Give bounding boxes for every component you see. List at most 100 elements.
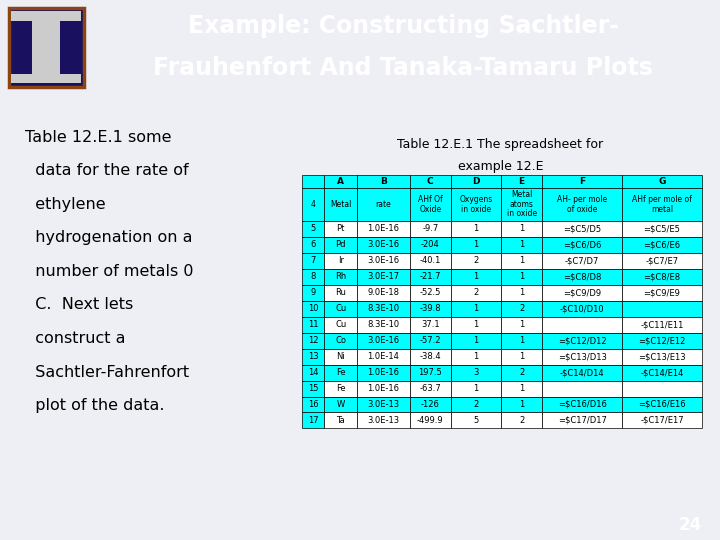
Bar xyxy=(451,237,501,253)
Bar xyxy=(410,221,451,237)
Text: Cu: Cu xyxy=(335,304,346,313)
Bar xyxy=(357,317,410,333)
Text: 16: 16 xyxy=(308,400,318,409)
Text: C: C xyxy=(427,177,433,186)
Text: 24: 24 xyxy=(679,516,702,534)
Text: Example: Constructing Sachtler-: Example: Constructing Sachtler- xyxy=(188,15,618,38)
Text: 17: 17 xyxy=(308,416,318,425)
Text: 3.0E-13: 3.0E-13 xyxy=(367,400,400,409)
Text: construct a: construct a xyxy=(25,331,126,346)
Bar xyxy=(501,253,542,269)
Text: 1: 1 xyxy=(519,256,524,265)
Text: =$C13/E13: =$C13/E13 xyxy=(638,352,686,361)
Bar xyxy=(357,253,410,269)
Text: 197.5: 197.5 xyxy=(418,368,442,377)
Text: AHf per mole of
metal: AHf per mole of metal xyxy=(632,195,692,214)
Bar xyxy=(622,269,702,285)
Bar xyxy=(501,349,542,365)
Bar xyxy=(410,174,451,187)
Text: =$C9/E9: =$C9/E9 xyxy=(644,288,680,298)
Bar xyxy=(451,364,501,381)
Bar xyxy=(410,396,451,413)
Text: Sachtler-Fahrenfort: Sachtler-Fahrenfort xyxy=(25,364,189,380)
Bar xyxy=(622,174,702,187)
Text: 2: 2 xyxy=(519,416,524,425)
Bar xyxy=(451,349,501,365)
Text: -63.7: -63.7 xyxy=(419,384,441,393)
Bar xyxy=(324,253,357,269)
Text: -$C14/E14: -$C14/E14 xyxy=(640,368,684,377)
Bar xyxy=(542,285,622,301)
Text: Ir: Ir xyxy=(338,256,343,265)
Bar xyxy=(410,317,451,333)
Bar xyxy=(357,269,410,285)
Bar xyxy=(451,221,501,237)
Bar xyxy=(324,381,357,396)
Bar xyxy=(324,333,357,349)
Text: -21.7: -21.7 xyxy=(420,272,441,281)
Bar xyxy=(542,381,622,396)
Bar xyxy=(357,221,410,237)
Bar xyxy=(542,253,622,269)
Bar xyxy=(302,381,324,396)
Text: 1: 1 xyxy=(519,400,524,409)
Text: 1: 1 xyxy=(473,225,479,233)
Bar xyxy=(542,364,622,381)
Bar xyxy=(324,317,357,333)
Bar xyxy=(501,364,542,381)
Bar xyxy=(542,174,622,187)
Bar xyxy=(302,174,324,187)
Text: Ru: Ru xyxy=(336,288,346,298)
Bar xyxy=(357,413,410,428)
Text: 8: 8 xyxy=(310,272,316,281)
Bar xyxy=(542,349,622,365)
Bar xyxy=(410,237,451,253)
Text: -38.4: -38.4 xyxy=(420,352,441,361)
Bar xyxy=(542,269,622,285)
Bar xyxy=(302,253,324,269)
Text: -39.8: -39.8 xyxy=(420,304,441,313)
Text: ethylene: ethylene xyxy=(25,197,106,212)
Text: -499.9: -499.9 xyxy=(417,416,444,425)
FancyBboxPatch shape xyxy=(11,73,81,83)
Text: 13: 13 xyxy=(308,352,318,361)
Text: 5: 5 xyxy=(473,416,479,425)
Bar xyxy=(501,396,542,413)
Text: W: W xyxy=(336,400,345,409)
Bar xyxy=(501,187,542,221)
Bar xyxy=(302,221,324,237)
Text: 2: 2 xyxy=(519,304,524,313)
Bar xyxy=(451,396,501,413)
Bar xyxy=(302,333,324,349)
Text: 1: 1 xyxy=(473,352,479,361)
Bar xyxy=(501,174,542,187)
Text: =$C9/D9: =$C9/D9 xyxy=(563,288,601,298)
Text: 1: 1 xyxy=(519,320,524,329)
Text: -$C11/E11: -$C11/E11 xyxy=(640,320,684,329)
Bar xyxy=(622,396,702,413)
Text: A: A xyxy=(337,177,344,186)
Text: Metal: Metal xyxy=(330,200,351,209)
Bar xyxy=(357,187,410,221)
Text: 3: 3 xyxy=(473,368,479,377)
Text: 2: 2 xyxy=(473,400,479,409)
Text: D: D xyxy=(472,177,480,186)
FancyBboxPatch shape xyxy=(9,8,84,87)
Text: Frauhenfort And Tanaka-Tamaru Plots: Frauhenfort And Tanaka-Tamaru Plots xyxy=(153,56,653,80)
Bar xyxy=(542,221,622,237)
Text: Pd: Pd xyxy=(336,240,346,249)
Text: 3.0E-13: 3.0E-13 xyxy=(367,416,400,425)
Text: -$C7/D7: -$C7/D7 xyxy=(565,256,599,265)
Text: 1: 1 xyxy=(519,336,524,345)
Bar xyxy=(324,364,357,381)
Bar xyxy=(501,317,542,333)
Bar xyxy=(501,285,542,301)
Bar xyxy=(410,364,451,381)
Text: 3.0E-17: 3.0E-17 xyxy=(367,272,400,281)
Text: 15: 15 xyxy=(308,384,318,393)
Bar xyxy=(357,237,410,253)
Bar xyxy=(357,364,410,381)
Text: =$C13/D13: =$C13/D13 xyxy=(558,352,606,361)
Text: F: F xyxy=(579,177,585,186)
Text: -$C14/D14: -$C14/D14 xyxy=(560,368,604,377)
